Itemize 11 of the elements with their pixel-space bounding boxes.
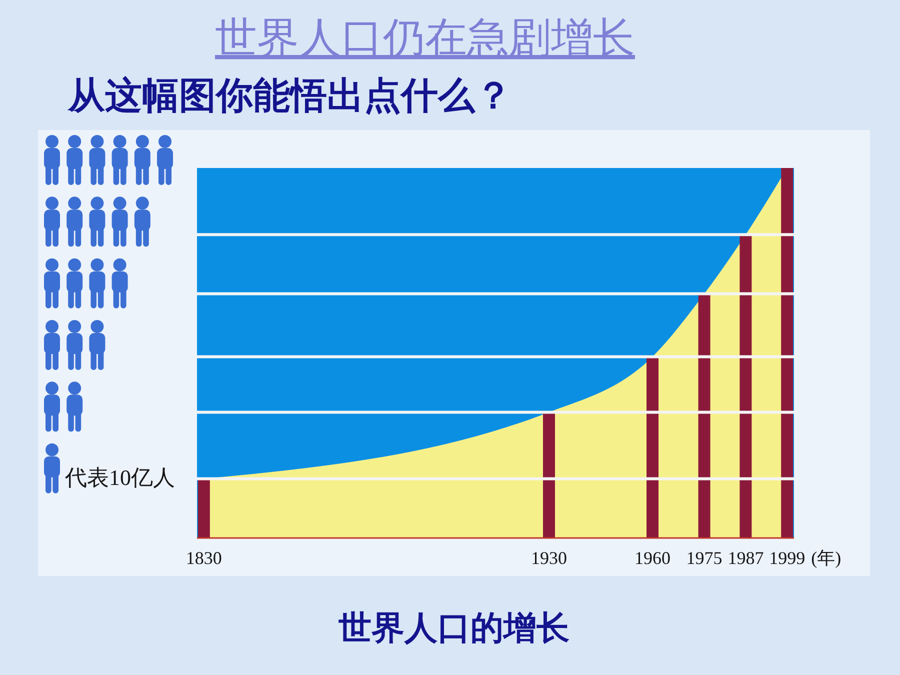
x-tick-label: 1999	[769, 548, 806, 568]
x-tick-label: 1930	[531, 548, 567, 568]
x-label: (年)	[811, 548, 842, 568]
x-tick-label: 1975	[686, 548, 722, 568]
x-tick-label: 1830	[186, 548, 222, 568]
annotation: 代表10亿人	[65, 465, 175, 490]
title: 从这幅图你能悟出点什么？	[68, 76, 512, 117]
x-tick-label: 1960	[634, 548, 671, 568]
annotation: 世界人口的增长	[338, 611, 570, 647]
subtitle: 世界人口仍在急剧增长	[215, 16, 635, 62]
x-tick-label: 1987	[728, 548, 764, 568]
